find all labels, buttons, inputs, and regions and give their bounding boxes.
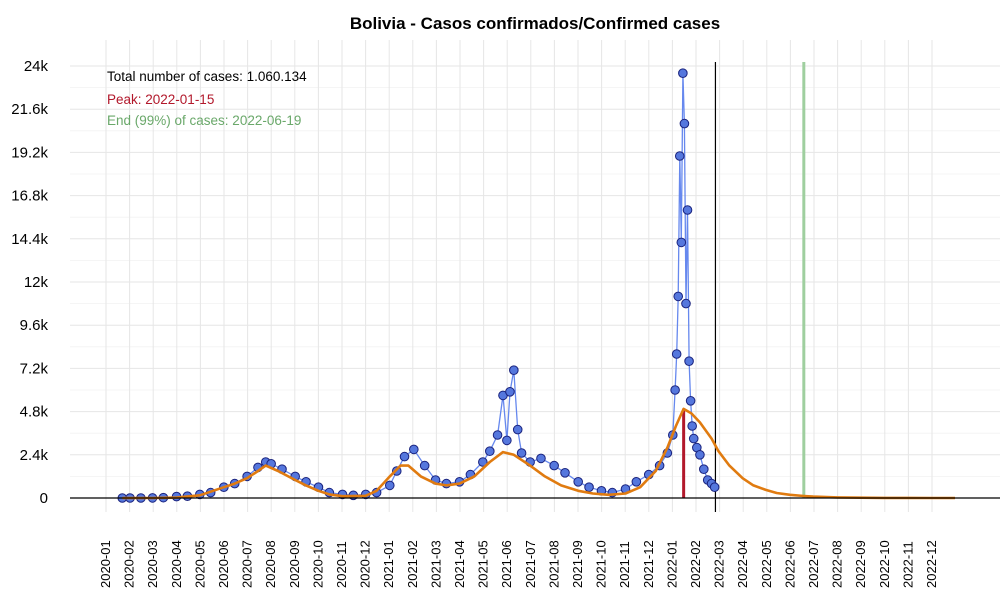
observed-point	[670, 385, 680, 395]
observed-point	[584, 482, 594, 493]
observed-point	[685, 396, 696, 406]
x-axis-ticks: 2020-01 2020-02 2020-03 2020-04 2020-05 2020-…	[98, 540, 939, 588]
observed-point	[671, 349, 682, 359]
x-tick-label: 2022-08	[830, 540, 845, 588]
observed-path	[122, 73, 716, 499]
observed-point	[688, 433, 699, 444]
y-tick-label: 21.6k	[11, 101, 48, 118]
y-tick-label: 19.2k	[11, 144, 48, 161]
y-tick-label: 16.8k	[11, 188, 48, 205]
x-tick-label: 2020-03	[145, 540, 160, 588]
x-tick-label: 2021-03	[428, 540, 443, 588]
x-tick-label: 2022-06	[782, 540, 797, 588]
x-tick-label: 2022-11	[900, 541, 915, 588]
observed-point	[512, 424, 523, 435]
x-tick-label: 2020-08	[263, 540, 278, 588]
observed-point	[674, 151, 685, 161]
observed-point	[502, 435, 512, 446]
x-tick-label: 2020-07	[240, 540, 255, 588]
x-tick-label: 2021-07	[523, 540, 538, 588]
annotation-total: Total number of cases: 1.060.134	[107, 69, 307, 84]
y-tick-label: 7.2k	[20, 360, 49, 377]
observed-point	[492, 430, 503, 440]
grid	[70, 40, 1000, 512]
observed-point	[631, 477, 642, 487]
x-tick-label: 2020-09	[287, 540, 302, 588]
observed-point	[709, 482, 720, 493]
x-tick-label: 2020-04	[169, 540, 184, 588]
annotation-peak: Peak: 2022-01-15	[107, 92, 214, 107]
observed-point	[695, 450, 705, 460]
x-tick-label: 2021-08	[546, 540, 561, 588]
x-tick-label: 2021-04	[452, 540, 467, 588]
x-tick-label: 2021-05	[476, 540, 491, 588]
y-tick-label: 0	[40, 490, 48, 507]
observed-series-points	[117, 68, 720, 503]
x-tick-label: 2022-02	[688, 540, 703, 588]
observed-point	[673, 291, 684, 302]
x-tick-label: 2021-09	[570, 540, 585, 588]
observed-point	[536, 453, 546, 464]
x-tick-label: 2022-03	[712, 540, 727, 588]
x-tick-label: 2020-10	[310, 540, 325, 588]
fit-path	[122, 407, 955, 500]
x-tick-label: 2020-05	[192, 540, 207, 588]
observed-point	[399, 451, 410, 462]
y-tick-label: 14.4k	[11, 231, 48, 248]
y-tick-label: 9.6k	[20, 317, 49, 334]
x-tick-label: 2021-12	[641, 540, 656, 588]
observed-point	[684, 356, 694, 367]
y-axis-ticks: 0 2.4k 4.8k 7.2k 9.6k 12k 14.4k 16.8k 19.2k 21.6k…	[11, 58, 48, 507]
observed-point	[687, 421, 697, 431]
y-tick-label: 12k	[24, 274, 49, 291]
x-tick-label: 2020-12	[358, 540, 373, 588]
x-tick-label: 2021-01	[381, 540, 396, 588]
x-tick-label: 2020-11	[334, 541, 349, 588]
reference-lines	[682, 62, 806, 512]
x-tick-label: 2022-10	[877, 540, 892, 588]
x-tick-label: 2020-02	[122, 540, 137, 588]
observed-point	[509, 365, 519, 376]
x-tick-label: 2022-09	[853, 540, 868, 588]
x-tick-label: 2022-04	[735, 540, 750, 588]
x-tick-label: 2022-05	[759, 540, 774, 588]
annotation-end: End (99%) of cases: 2022-06-19	[107, 113, 301, 128]
observed-point	[679, 118, 690, 129]
observed-point	[573, 477, 583, 487]
y-tick-label: 24k	[24, 58, 49, 75]
observed-point	[384, 480, 395, 491]
observed-point	[699, 464, 709, 475]
observed-point	[682, 205, 693, 215]
x-tick-label: 2022-12	[924, 540, 939, 588]
x-tick-label: 2021-10	[594, 540, 609, 588]
fit-series-line	[122, 407, 955, 500]
x-tick-label: 2021-11	[617, 541, 632, 588]
observed-series-line	[122, 73, 716, 499]
observed-point	[516, 448, 527, 458]
x-tick-label: 2020-01	[98, 540, 113, 588]
y-tick-label: 2.4k	[20, 447, 49, 464]
x-tick-label: 2022-07	[806, 540, 821, 588]
observed-point	[678, 68, 688, 78]
observed-point	[409, 444, 419, 455]
observed-point	[676, 237, 687, 248]
observed-point	[560, 468, 570, 478]
x-tick-label: 2022-01	[664, 540, 679, 588]
x-tick-label: 2020-06	[216, 540, 231, 588]
chart-title: Bolivia - Casos confirmados/Confirmed ca…	[350, 14, 720, 33]
observed-point	[419, 460, 430, 471]
y-tick-label: 4.8k	[20, 404, 49, 421]
observed-point	[681, 298, 691, 309]
observed-point	[485, 446, 495, 457]
observed-point	[505, 387, 515, 397]
x-tick-label: 2021-06	[499, 540, 514, 588]
observed-point	[549, 460, 559, 471]
x-tick-label: 2021-02	[405, 540, 420, 588]
observed-point	[478, 457, 488, 467]
